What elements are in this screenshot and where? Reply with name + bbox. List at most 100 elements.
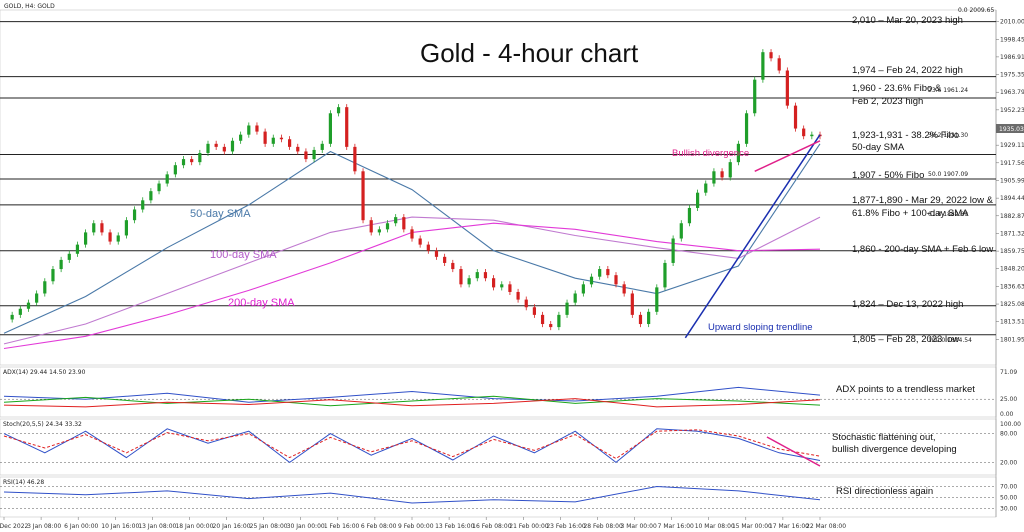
candle-body-40 (328, 113, 332, 144)
candle-body-23 (190, 159, 194, 163)
level-label-1890: 1,877-1,890 - Mar 29, 2022 low & (852, 195, 994, 206)
stoch-series: 100.00 80.00 20.00 (0, 421, 1021, 467)
candle-body-35 (288, 139, 292, 147)
candle-body-22 (181, 159, 186, 166)
candle-body-53 (434, 250, 439, 257)
candle-body-1 (10, 314, 14, 320)
candle-body-25 (206, 143, 210, 153)
x-tick-label-13: 16 Feb 08:00 (472, 523, 512, 530)
candle-body-73 (598, 269, 602, 277)
level-sublabel-50sma: 50-day SMA (852, 142, 905, 153)
candle-body-8 (67, 253, 71, 260)
x-tick-label-3: 10 Jan 16:00 (101, 523, 139, 530)
level-label-1923: 1,923-1,931 - 38.2% Fibo (852, 130, 959, 141)
candle-body-95 (777, 58, 781, 71)
x-tick-label-2: 6 Jan 00:00 (64, 523, 98, 530)
candle-body-9 (75, 244, 80, 254)
candle-body-16 (132, 209, 137, 221)
level-sublabel-feb2: Feb 2, 2023 high (852, 96, 923, 107)
x-tick-label-17: 3 Mar 00:00 (621, 523, 657, 530)
x-tick-label-19: 10 Mar 08:00 (695, 523, 735, 530)
candle-body-17 (141, 200, 145, 210)
x-tick-label-22: 22 Mar 08:00 (806, 523, 846, 530)
candle-body-62 (508, 284, 512, 292)
adx-series-0 (3, 386, 821, 403)
y-tick-label-11: 1882.87 (1000, 213, 1024, 220)
candle-body-32 (263, 131, 267, 144)
candle-body-97 (793, 105, 798, 129)
candle-body-77 (630, 293, 634, 315)
candle-body-52 (426, 244, 430, 251)
candle-body-47 (385, 223, 390, 230)
candle-body-4 (35, 293, 39, 303)
level-label-1805: 1,805 – Feb 28, 2023 low (852, 334, 959, 345)
candle-body-5 (43, 281, 47, 294)
adx-annotation: ADX points to a trendless market (836, 384, 975, 395)
candle-body-38 (312, 149, 316, 160)
annotation-200sma: 200-day SMA (228, 297, 295, 309)
rsi-series-0 (3, 485, 821, 504)
candle-body-13 (108, 232, 112, 242)
candle-body-82 (671, 238, 675, 263)
x-tick-label-20: 15 Mar 00:00 (732, 523, 772, 530)
y-tick-label-8: 1917.56 (1000, 160, 1024, 167)
candle-body-57 (467, 278, 471, 285)
bullish-divergence-line (754, 140, 821, 172)
candle-body-31 (255, 125, 259, 132)
candle-body-65 (532, 307, 536, 315)
y-tick-label-12: 1871.32 (1000, 230, 1024, 237)
candle-body-30 (247, 125, 251, 135)
adx-series: 71.09 25.00 0.00 (0, 369, 1017, 418)
candle-body-24 (198, 152, 202, 163)
candle-body-71 (581, 284, 585, 294)
x-tick-label-14: 21 Feb 00:00 (509, 523, 549, 530)
candle-body-18 (149, 191, 153, 201)
y-tick-label-2: 1986.91 (1000, 54, 1024, 61)
candle-body-10 (84, 232, 88, 245)
candle-body-28 (230, 140, 235, 152)
price-series (10, 49, 822, 331)
level-label-1824: 1,824 – Dec 13, 2022 high (852, 299, 963, 310)
candle-body-43 (353, 146, 357, 172)
annotation-100sma: 100-day SMA (210, 249, 277, 261)
level-label-1974: 1,974 – Feb 24, 2022 high (852, 65, 963, 76)
candle-body-78 (638, 314, 643, 325)
x-tick-label-7: 25 Jan 08:00 (250, 523, 288, 530)
adx-series-2 (3, 398, 821, 408)
candle-body-46 (377, 229, 381, 233)
candle-body-87 (712, 171, 716, 184)
fib-label-236: 23.6 1961.24 (928, 87, 968, 94)
candle-body-45 (369, 220, 373, 233)
candle-body-29 (239, 134, 243, 141)
rsi-label: RSI(14) 46.28 (3, 479, 44, 486)
adx-tick-2: 0.00 (1000, 411, 1014, 418)
candle-body-98 (802, 128, 806, 137)
rsi-annotation: RSI directionless again (836, 486, 933, 497)
candle-body-55 (451, 262, 455, 270)
rsi-series: 70.00 50.00 30.00 (0, 484, 1017, 513)
symbol-label: GOLD, H4: GOLD (4, 3, 55, 10)
stoch-tick-0: 100.00 (1000, 421, 1021, 428)
candle-body-20 (165, 174, 169, 184)
fib-label-50: 50.0 1907.09 (928, 171, 968, 178)
fib-label-618: 61.8 1882.89 (928, 211, 968, 218)
candle-body-81 (663, 262, 667, 288)
candle-body-56 (459, 269, 463, 285)
candle-body-68 (557, 314, 561, 328)
candle-body-90 (736, 143, 740, 163)
y-tick-label-5: 1952.23 (1000, 107, 1024, 114)
candle-body-80 (655, 287, 659, 312)
candle-body-51 (418, 238, 422, 245)
y-tick-label-3: 1975.35 (1000, 72, 1024, 79)
candle-body-67 (549, 324, 553, 328)
candle-body-27 (222, 146, 226, 152)
y-tick-label-17: 1813.51 (1000, 319, 1024, 326)
candle-body-96 (785, 70, 789, 106)
horizontal-levels (0, 21, 996, 336)
candle-body-33 (271, 137, 275, 144)
x-tick-label-0: 28 Dec 2022 (0, 523, 29, 530)
candle-body-74 (606, 269, 610, 276)
stoch-annotation-1: Stochastic flattening out, (832, 432, 936, 443)
